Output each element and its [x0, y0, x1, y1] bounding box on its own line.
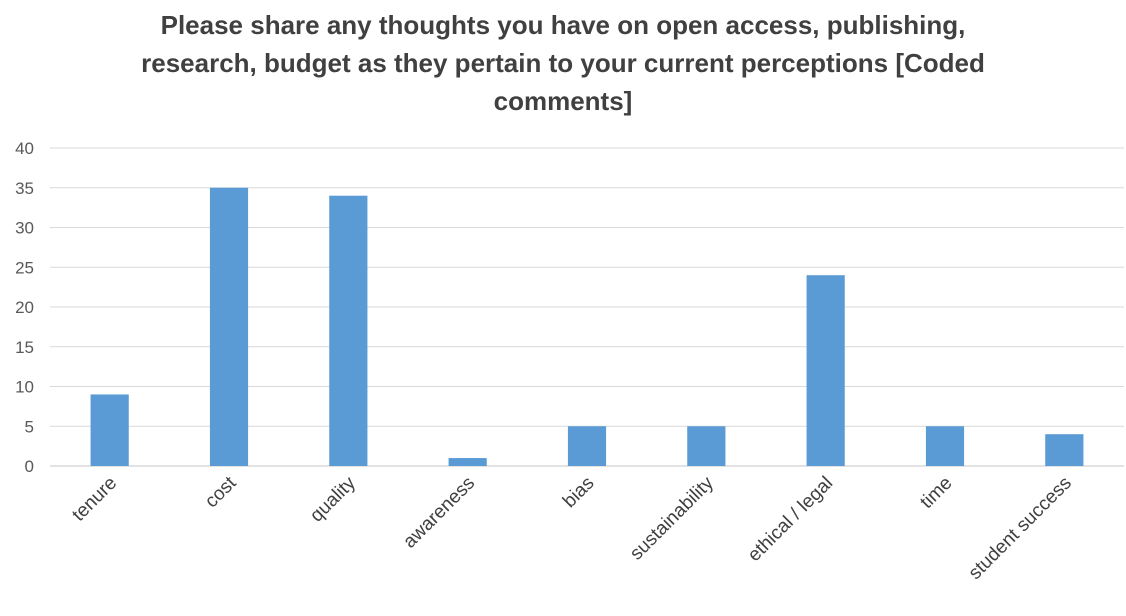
x-category-label: sustainability — [626, 472, 718, 564]
chart-title: Please share any thoughts you have on op… — [0, 6, 1126, 120]
bars — [90, 187, 1084, 466]
y-tick-label: 15 — [15, 338, 34, 357]
chart-title-line-2: research, budget as they pertain to your… — [141, 48, 985, 78]
x-category-label: cost — [201, 472, 241, 512]
y-tick-label: 40 — [15, 139, 34, 158]
y-tick-label: 25 — [15, 258, 34, 277]
bar-time — [925, 426, 965, 466]
x-category-label: student success — [965, 473, 1076, 584]
x-axis-category-labels: tenure cost quality awareness bias sustainabi… — [68, 472, 1076, 584]
y-tick-label: 10 — [15, 378, 34, 397]
x-category-label: time — [916, 473, 956, 513]
x-category-label: bias — [559, 473, 598, 512]
y-tick-label: 30 — [15, 219, 34, 238]
y-axis-tick-labels: 0 5 10 15 20 25 30 35 40 — [15, 139, 34, 476]
y-tick-label: 5 — [25, 417, 34, 436]
bar-bias — [567, 426, 607, 466]
bar-student-success — [1045, 434, 1084, 466]
bar-awareness — [448, 458, 487, 466]
y-tick-label: 0 — [25, 457, 34, 476]
bar-tenure — [90, 394, 129, 466]
bar-sustainability — [687, 426, 726, 466]
bar-quality — [329, 195, 368, 466]
y-tick-label: 35 — [15, 179, 34, 198]
y-tick-label: 20 — [15, 298, 34, 317]
chart-title-line-1: Please share any thoughts you have on op… — [160, 10, 966, 40]
bar-ethical-legal — [806, 275, 845, 466]
x-category-label: tenure — [68, 473, 121, 526]
x-category-label: quality — [306, 472, 360, 526]
bar-cost — [209, 187, 249, 466]
x-category-label: ethical / legal — [744, 473, 837, 566]
chart-title-line-3: comments] — [493, 86, 633, 116]
x-category-label: awareness — [399, 473, 479, 553]
